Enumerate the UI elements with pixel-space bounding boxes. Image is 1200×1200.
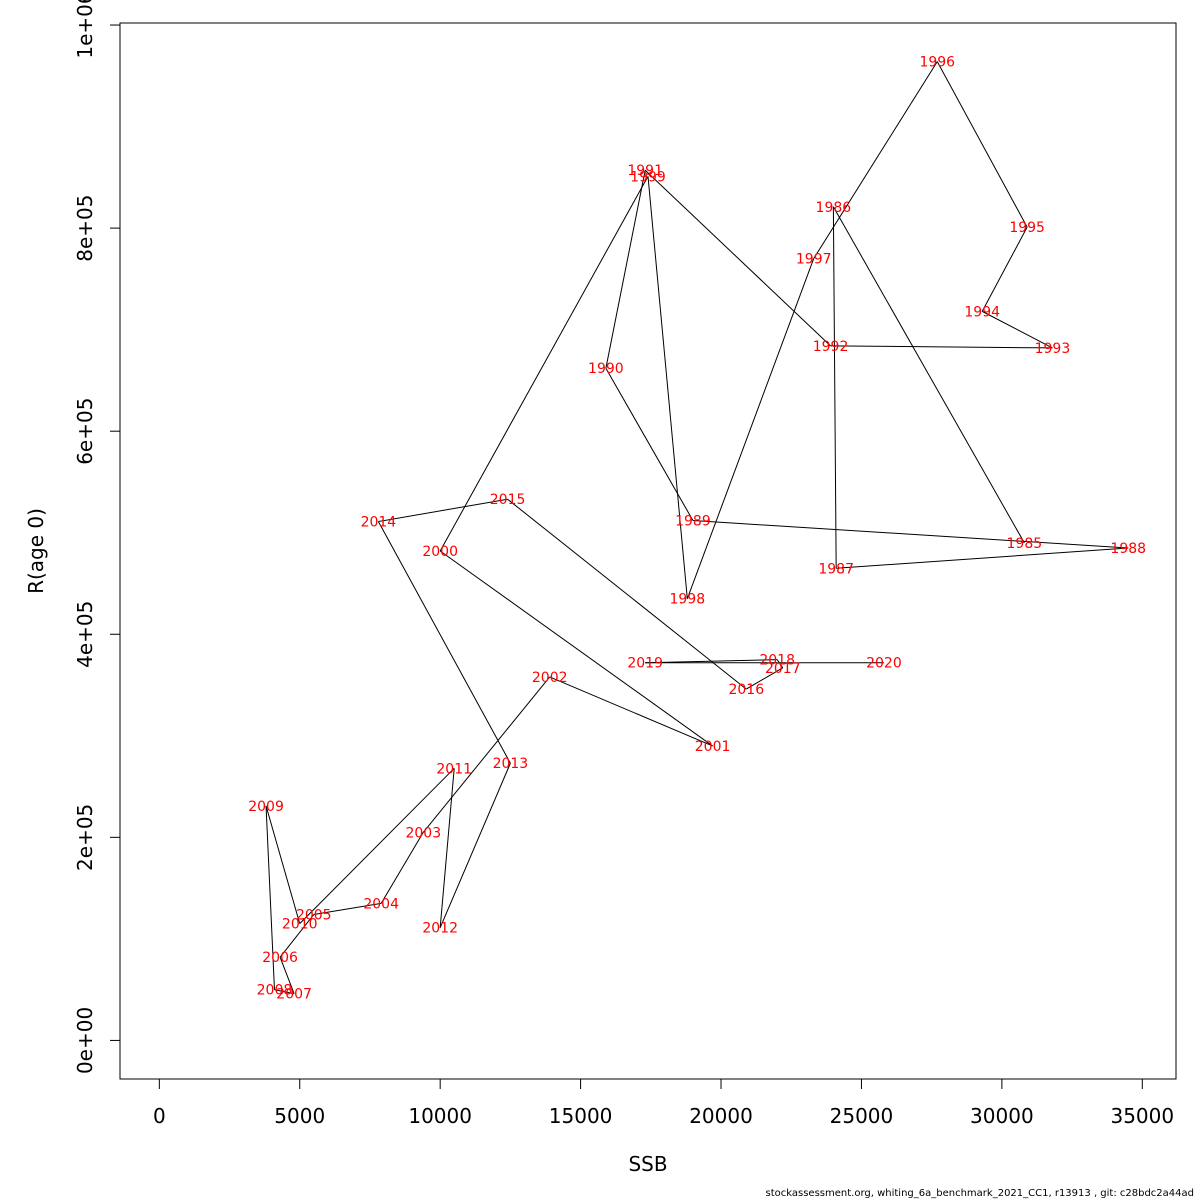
trajectory-segment <box>776 659 784 669</box>
trajectory-segment <box>549 676 713 747</box>
trajectory-segment <box>279 914 315 958</box>
trajectory-segment <box>686 258 815 599</box>
trajectory-segment <box>605 367 694 521</box>
x-axis: 0 5000 10000 15000 20000 25000 30000 35000 <box>153 1078 1174 1128</box>
trajectory-segment <box>830 345 1053 349</box>
trajectory-segment <box>645 659 778 664</box>
year-label: 2013 <box>493 756 529 772</box>
year-label: 2009 <box>248 799 284 815</box>
year-label: 2008 <box>257 983 293 999</box>
trajectory-segment <box>647 176 688 599</box>
year-label: 2000 <box>422 544 458 560</box>
trajectory-segment <box>507 498 747 690</box>
y-tick-label: 0e+00 <box>73 1007 97 1074</box>
year-label: 2020 <box>866 656 902 672</box>
y-axis-title: R(age 0) <box>24 508 48 594</box>
trajectory-segment <box>377 521 511 764</box>
trajectory-segment <box>279 956 295 994</box>
trajectory-segment <box>265 805 301 924</box>
x-tick-label: 10000 <box>408 1104 472 1128</box>
trajectory-segment <box>274 989 295 995</box>
year-label: 1986 <box>816 200 852 216</box>
year-label: 2011 <box>436 761 472 777</box>
trajectory-segment <box>981 226 1028 312</box>
x-tick-label: 15000 <box>549 1104 613 1128</box>
trajectory-segment <box>265 805 275 990</box>
year-label: 2002 <box>532 670 568 686</box>
year-label: 2014 <box>361 515 397 531</box>
trajectory-segment <box>380 832 424 904</box>
trajectory-segment <box>832 206 1025 544</box>
year-label: 1999 <box>630 169 666 185</box>
year-label: 1993 <box>1035 341 1071 357</box>
year-label: 2015 <box>490 492 526 508</box>
y-tick-label: 6e+05 <box>73 398 97 465</box>
x-tick-label: 5000 <box>274 1104 325 1128</box>
trajectory-segment <box>832 206 837 569</box>
trajectory-segment <box>439 550 713 747</box>
trajectory-segment <box>644 169 831 347</box>
year-label: 2010 <box>282 917 318 933</box>
trajectory-segment <box>299 767 455 924</box>
y-axis: 0e+00 2e+05 4e+05 6e+05 8e+05 1e+06 <box>73 0 121 1074</box>
trajectory-segment <box>378 498 508 523</box>
year-label: 1998 <box>669 592 705 608</box>
trajectory-segment <box>836 547 1129 569</box>
x-tick-label: 20000 <box>689 1104 753 1128</box>
year-label: 2017 <box>765 661 801 677</box>
x-tick-label: 25000 <box>830 1104 894 1128</box>
trajectory-segment <box>439 176 649 552</box>
y-tick-label: 1e+06 <box>73 0 97 59</box>
y-tick-label: 8e+05 <box>73 194 97 261</box>
trajectory-segment <box>313 902 382 916</box>
year-label: 2005 <box>296 908 332 924</box>
year-label: 2006 <box>262 950 298 966</box>
year-label: 2019 <box>627 656 663 672</box>
year-label: 1989 <box>675 514 711 530</box>
trajectory-segment <box>422 676 551 833</box>
year-label: 2003 <box>405 825 441 841</box>
year-label: 1996 <box>919 55 955 71</box>
year-label: 1987 <box>818 561 854 577</box>
year-label: 2001 <box>695 739 731 755</box>
x-axis-title: SSB <box>628 1152 667 1176</box>
y-tick-label: 2e+05 <box>73 804 97 871</box>
year-label: 1992 <box>813 339 849 355</box>
trajectory-segment <box>936 61 1028 228</box>
x-tick-label: 30000 <box>970 1104 1034 1128</box>
trajectory-segment <box>746 667 784 690</box>
year-label: 1991 <box>627 163 663 179</box>
x-tick-label: 35000 <box>1110 1104 1174 1128</box>
trajectory-segment <box>813 61 938 259</box>
y-tick-label: 4e+05 <box>73 601 97 668</box>
year-label: 2016 <box>728 682 764 698</box>
trajectory-segment <box>439 763 511 928</box>
year-label: 1985 <box>1007 536 1043 552</box>
year-label: 1994 <box>964 304 1000 320</box>
year-label: 1988 <box>1110 541 1146 557</box>
year-label: 2012 <box>422 921 458 937</box>
trajectory-segment <box>692 520 1129 549</box>
year-labels: 1985 1986 1987 1988 1989 1990 1991 1992 1993 1994… <box>248 55 1146 1003</box>
trajectory-segment <box>439 768 455 928</box>
x-tick-label: 0 <box>153 1104 166 1128</box>
trajectory-segment <box>981 310 1053 349</box>
sr-trajectory <box>265 61 1129 995</box>
year-label: 1997 <box>796 252 832 268</box>
year-label: 2007 <box>276 987 312 1003</box>
footer-credit: stockassessment.org, whiting_6a_benchmar… <box>765 1188 1194 1199</box>
year-label: 1990 <box>588 361 624 377</box>
year-label: 2004 <box>363 896 399 912</box>
trajectory-segment <box>605 170 646 369</box>
year-label: 2018 <box>759 653 795 669</box>
year-label: 1995 <box>1009 220 1045 236</box>
